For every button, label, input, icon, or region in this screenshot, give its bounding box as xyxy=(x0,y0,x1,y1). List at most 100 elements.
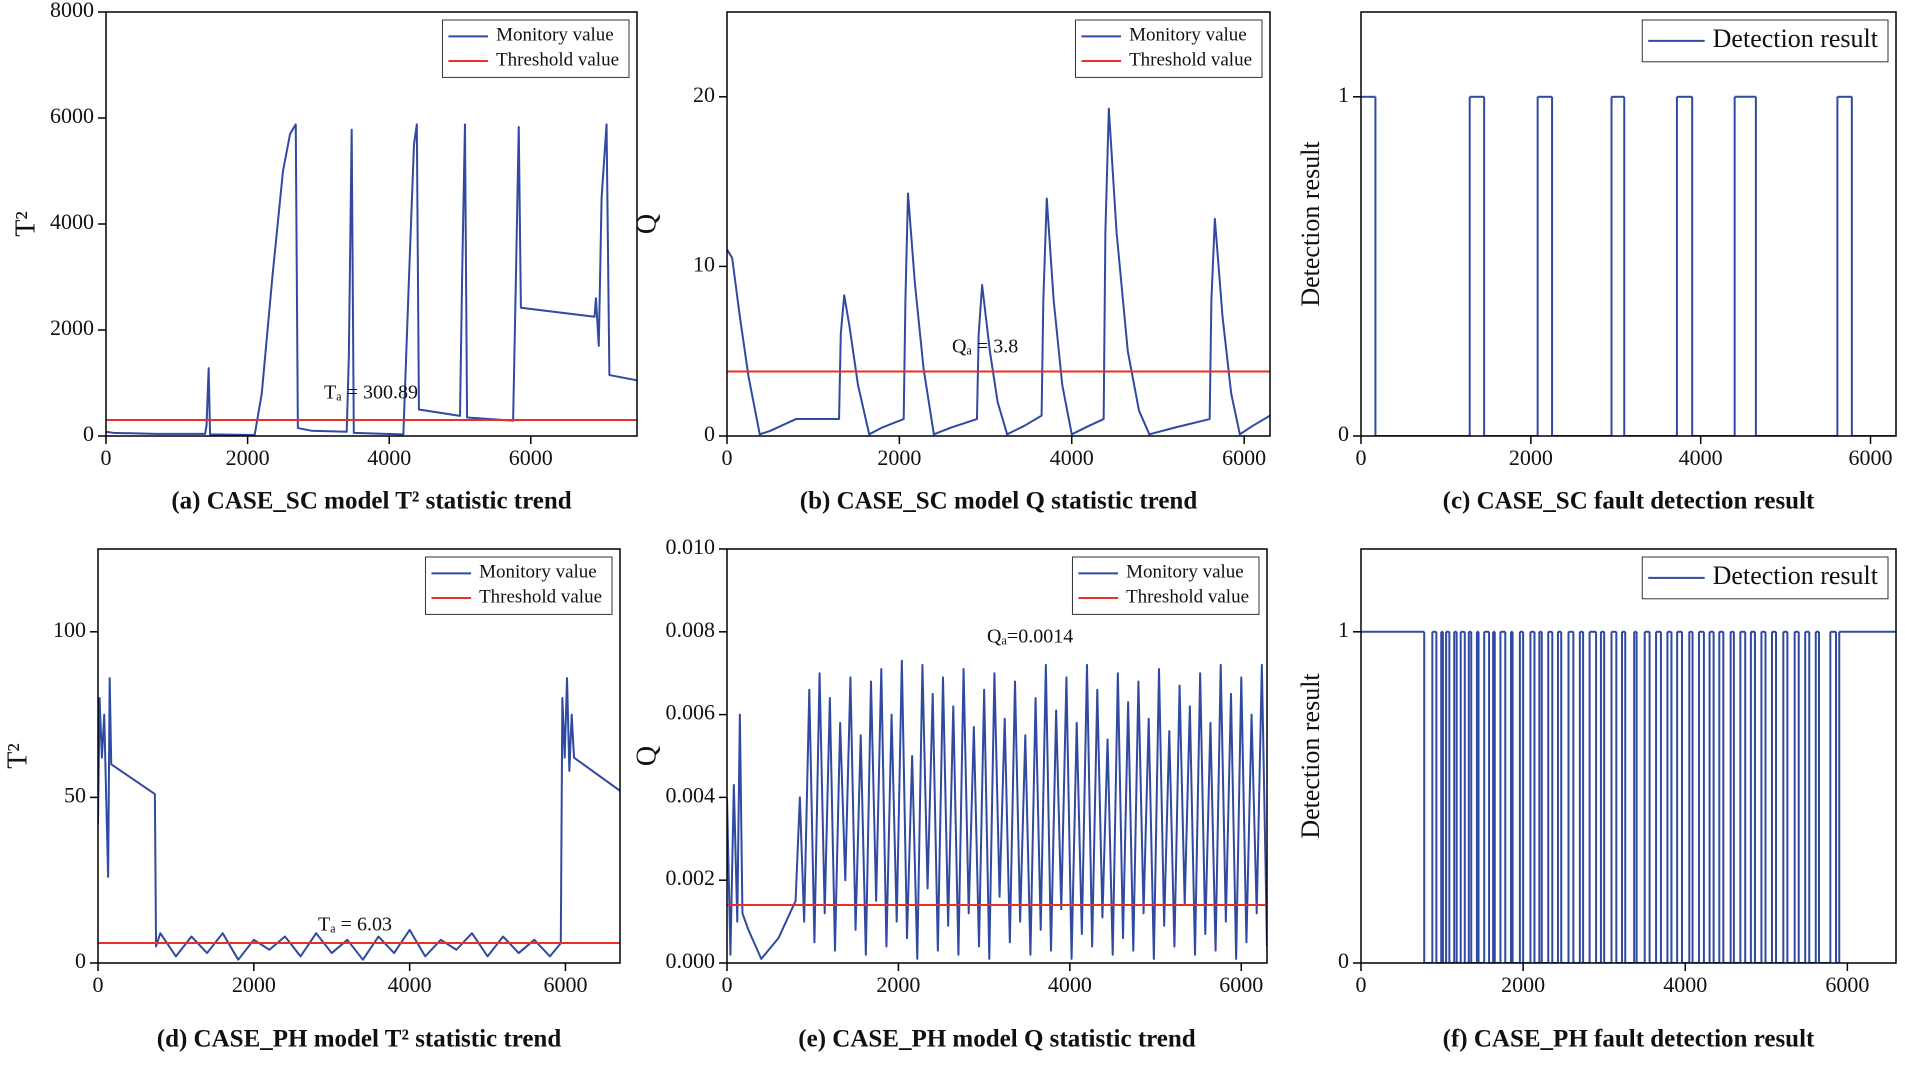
legend-label: Detection result xyxy=(1713,561,1879,590)
y-axis-label: T² xyxy=(2,743,33,769)
legend-label: Threshold value xyxy=(1126,586,1249,607)
chart-title: (c) CASE_SC fault detection result xyxy=(1443,488,1815,515)
legend: Detection result xyxy=(1641,556,1889,600)
y-tick-label: 0 xyxy=(1338,421,1349,446)
chart-title: (d) CASE_PH model T² statistic trend xyxy=(157,1026,562,1053)
monitory-line xyxy=(98,677,620,961)
x-tick-label: 4000 xyxy=(1048,972,1092,997)
y-axis-label: Detection result xyxy=(1296,141,1325,307)
axes-frame xyxy=(97,548,621,964)
chart-title: (f) CASE_PH fault detection result xyxy=(1443,1026,1815,1053)
chart-title: (b) CASE_SC model Q statistic trend xyxy=(800,488,1198,515)
y-tick-label: 0.010 xyxy=(666,534,716,559)
monitory-line xyxy=(106,123,637,436)
legend-label: Threshold value xyxy=(479,586,602,607)
legend-label: Threshold value xyxy=(496,49,619,70)
y-axis-label: Q xyxy=(631,214,662,234)
panel: 0 2000 4000 6000 0 10 20 (b) CASE_SC model Q st… xyxy=(631,11,1271,515)
annotation: Tₐ = 6.03 xyxy=(318,914,392,936)
axes-frame xyxy=(105,11,638,437)
panel: 0 2000 4000 6000 0 1 (c) CASE_SC fault detecti… xyxy=(1296,11,1897,515)
x-tick-label: 6000 xyxy=(1825,972,1869,997)
y-tick-label: 8000 xyxy=(50,0,94,22)
legend: Monitory value Threshold value xyxy=(1074,19,1263,78)
panel: 0 2000 4000 6000 0 2000 4000 6000 8000 (a) CASE_S… xyxy=(10,0,638,515)
plot-area xyxy=(727,107,1270,436)
monitory-line xyxy=(727,659,1267,960)
y-tick-label: 0.006 xyxy=(666,700,716,725)
panel: 0 2000 4000 6000 0 50 100 (d) CASE_PH model T² … xyxy=(2,548,621,1053)
y-tick-label: 20 xyxy=(693,82,715,107)
y-axis-label: Detection result xyxy=(1296,673,1325,839)
y-tick-label: 6000 xyxy=(50,103,94,128)
axes-frame xyxy=(726,548,1268,964)
plot-area xyxy=(1361,630,1896,963)
x-tick-label: 0 xyxy=(1356,972,1367,997)
y-tick-label: 1 xyxy=(1338,617,1349,642)
x-tick-label: 4000 xyxy=(1663,972,1707,997)
y-tick-label: 0.000 xyxy=(666,948,716,973)
x-tick-label: 0 xyxy=(93,972,104,997)
plot-area xyxy=(98,677,620,961)
axes-frame xyxy=(1360,548,1897,964)
plot-area xyxy=(1361,95,1896,436)
chart-title: (e) CASE_PH model Q statistic trend xyxy=(798,1026,1196,1053)
x-tick-label: 6000 xyxy=(1219,972,1263,997)
plot-area xyxy=(727,659,1267,960)
panel: 0 2000 4000 6000 0 1 (f) CASE_PH fault detecti… xyxy=(1296,548,1897,1053)
y-tick-label: 4000 xyxy=(50,209,94,234)
legend: Detection result xyxy=(1641,19,1889,63)
annotation: Qₐ=0.0014 xyxy=(987,626,1073,648)
plot-area xyxy=(106,123,637,436)
y-axis-label: T² xyxy=(10,211,41,237)
y-axis-label: Q xyxy=(631,746,662,766)
y-tick-label: 0 xyxy=(83,421,94,446)
x-tick-label: 0 xyxy=(101,445,112,470)
y-tick-label: 0 xyxy=(75,948,86,973)
x-tick-label: 6000 xyxy=(1849,445,1893,470)
y-tick-label: 50 xyxy=(64,782,86,807)
y-tick-label: 0 xyxy=(704,421,715,446)
legend: Monitory value Threshold value xyxy=(424,556,613,615)
x-tick-label: 0 xyxy=(1356,445,1367,470)
y-tick-label: 100 xyxy=(53,617,86,642)
chart-title: (a) CASE_SC model T² statistic trend xyxy=(171,488,571,515)
y-tick-label: 0 xyxy=(1338,948,1349,973)
panel: 0 2000 4000 6000 0.000 0.002 0.004 0.006 0.008 0.… xyxy=(631,534,1268,1053)
legend-label: Monitory value xyxy=(479,562,597,583)
legend-box xyxy=(424,556,613,615)
x-tick-label: 2000 xyxy=(226,445,270,470)
x-tick-label: 2000 xyxy=(1501,972,1545,997)
y-tick-label: 0.002 xyxy=(666,865,716,890)
monitory-line xyxy=(727,107,1270,436)
legend-box xyxy=(441,19,630,78)
y-tick-label: 1 xyxy=(1338,82,1349,107)
x-tick-label: 6000 xyxy=(543,972,587,997)
x-tick-label: 4000 xyxy=(1050,445,1094,470)
legend-box xyxy=(1071,556,1260,615)
x-tick-label: 2000 xyxy=(232,972,276,997)
legend: Monitory value Threshold value xyxy=(441,19,630,78)
y-tick-label: 2000 xyxy=(50,315,94,340)
annotation: Qₐ = 3.8 xyxy=(952,336,1018,358)
legend: Monitory value Threshold value xyxy=(1071,556,1260,615)
axes-frame xyxy=(1360,11,1897,437)
x-tick-label: 4000 xyxy=(388,972,432,997)
y-tick-label: 10 xyxy=(693,251,715,276)
annotation: Tₐ = 300.89 xyxy=(324,382,418,404)
x-tick-label: 2000 xyxy=(877,445,921,470)
x-tick-label: 2000 xyxy=(1509,445,1553,470)
x-tick-label: 2000 xyxy=(876,972,920,997)
legend-label: Monitory value xyxy=(1129,25,1247,46)
legend-box xyxy=(1074,19,1263,78)
x-tick-label: 4000 xyxy=(367,445,411,470)
x-tick-label: 4000 xyxy=(1679,445,1723,470)
x-tick-label: 0 xyxy=(722,445,733,470)
x-tick-label: 6000 xyxy=(509,445,553,470)
legend-label: Detection result xyxy=(1713,24,1879,53)
y-tick-label: 0.008 xyxy=(666,617,716,642)
x-tick-label: 0 xyxy=(722,972,733,997)
axes-frame xyxy=(726,11,1271,437)
legend-label: Monitory value xyxy=(1126,562,1244,583)
